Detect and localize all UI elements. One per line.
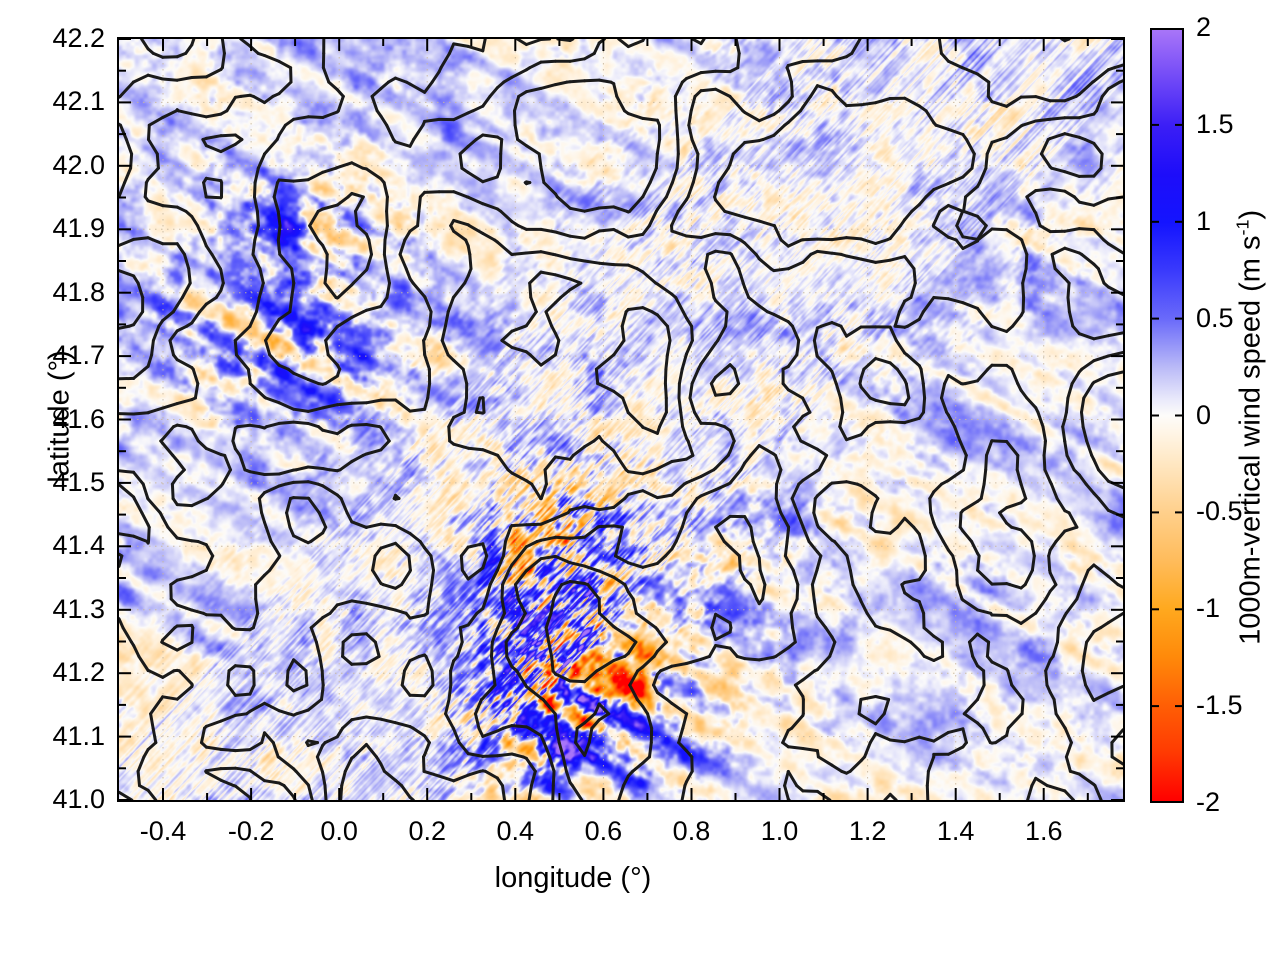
x-tick-label: 0.8 xyxy=(672,816,711,846)
colorbar-tick-label: -1.5 xyxy=(1196,690,1243,721)
y-tick-label: 41.7 xyxy=(52,340,105,371)
colorbar-tick-label: 0 xyxy=(1196,399,1212,430)
x-tick-label: 0.0 xyxy=(320,816,358,846)
colorbar-tick-label: -0.5 xyxy=(1196,496,1243,527)
x-tick-label: -0.2 xyxy=(227,816,275,846)
colorbar-title-exponent: -1 xyxy=(1232,219,1253,236)
x-tick-label: 0.4 xyxy=(496,816,535,846)
y-tick-label: 41.2 xyxy=(52,657,105,688)
x-tick-label: 1.4 xyxy=(936,816,975,846)
y-tick-label: 42.1 xyxy=(52,86,105,117)
x-axis-title: longitude (°) xyxy=(494,862,652,894)
y-tick-label: 41.0 xyxy=(52,784,105,814)
x-tick-label: 0.2 xyxy=(408,816,446,846)
colorbar-tick-label: -2 xyxy=(1196,787,1221,817)
colorbar-title-main: 1000m-vertical wind speed (m s xyxy=(1234,235,1267,645)
x-tick-label: 1.2 xyxy=(848,816,887,846)
y-tick-label: 41.1 xyxy=(52,720,105,751)
y-tick-label: 42.2 xyxy=(52,23,105,53)
colorbar-gradient xyxy=(1150,28,1184,803)
y-tick-label: 41.3 xyxy=(52,593,105,624)
x-tick-label: 1.6 xyxy=(1024,816,1063,846)
y-tick-label: 41.5 xyxy=(52,466,105,497)
x-tick-label: 1.0 xyxy=(760,816,799,846)
colorbar-tick-label: 2 xyxy=(1196,12,1212,42)
colorbar-title-tail: ) xyxy=(1234,209,1267,220)
colorbar-tick-label: -1 xyxy=(1196,593,1221,624)
terrain-contours xyxy=(119,39,1123,800)
colorbar-tick-label: 1.5 xyxy=(1196,108,1234,139)
y-tick-label: 41.4 xyxy=(52,530,105,561)
y-tick-label: 42.0 xyxy=(52,149,105,180)
y-tick-label: 41.9 xyxy=(52,213,105,244)
colorbar-container xyxy=(1150,28,1184,803)
plot-area xyxy=(117,37,1125,802)
x-tick-label: -0.4 xyxy=(139,816,187,846)
colorbar-tick-label: 0.5 xyxy=(1196,302,1234,333)
y-axis-title: latitude (°) xyxy=(43,350,76,483)
x-tick-label: 0.6 xyxy=(584,816,623,846)
colorbar-tick-label: 1 xyxy=(1196,205,1212,236)
y-tick-label: 41.6 xyxy=(52,403,105,434)
colorbar-title: 1000m-vertical wind speed (m s-1) xyxy=(1233,187,1268,667)
y-tick-label: 41.8 xyxy=(52,276,105,307)
